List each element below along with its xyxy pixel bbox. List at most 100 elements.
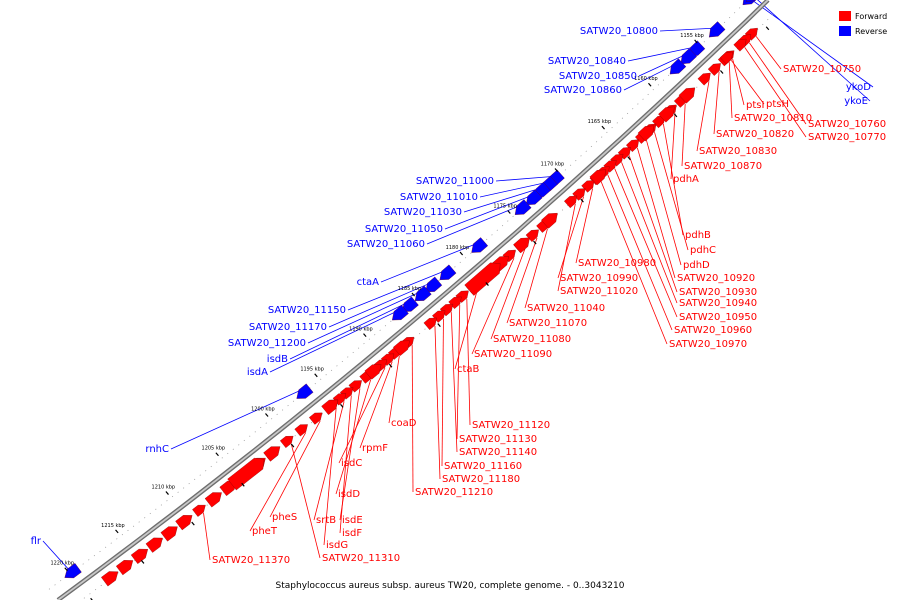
tick-label: 1180 kbp (446, 245, 470, 251)
leader-line-satw20-11180 (434, 325, 441, 480)
leader-line-satw20-11310 (290, 443, 321, 559)
gene-label-phet: pheT (252, 526, 278, 537)
gene-feature-satw20-11020 (564, 195, 578, 209)
gene-feature (160, 526, 178, 542)
leader-line-ctaa (380, 243, 476, 283)
gene-feature-rpmf (380, 353, 395, 366)
gene-label-isdg: isdG (326, 540, 348, 551)
leader-line-satw20-11050 (444, 195, 530, 230)
leader-line-satw20-10960 (607, 174, 673, 331)
gene-label-satw20-10750: SATW20_10750 (783, 64, 861, 75)
gene-label-isdd: isdD (338, 489, 360, 500)
gene-feature-rnhc (296, 383, 314, 399)
backbone-line-light (57, 0, 769, 601)
tick-mark (765, 26, 770, 31)
gene-label-satw20-11120: SATW20_11120 (472, 420, 550, 431)
gene-label-pdha: pdhA (673, 174, 699, 185)
gene-feature-satw20-10980 (581, 180, 595, 193)
gene-label-isdf: isdF (342, 528, 362, 539)
gene-label-satw20-11050: SATW20_11050 (365, 224, 443, 235)
gene-feature-satw20-10830 (697, 72, 711, 86)
tick-mark (215, 452, 219, 457)
tick-mark (601, 125, 605, 130)
gene-label-satw20-11180: SATW20_11180 (442, 474, 520, 485)
leader-line-satw20-11150 (347, 271, 444, 311)
gene-feature (263, 446, 281, 462)
gene-feature-ykoe (746, 0, 763, 2)
gene-feature-satw20-11140 (439, 303, 454, 317)
leader-line-pdhc (654, 132, 689, 251)
tick-mark (437, 323, 441, 328)
tick-mark (533, 240, 537, 245)
leader-line-srtb (313, 401, 345, 521)
leader-line-satw20-11070 (506, 237, 538, 324)
gene-label-srtb: srtB (316, 515, 336, 526)
gene-label-ykod: ykoD (846, 82, 871, 93)
gene-label-rnhc: rnhC (145, 444, 169, 455)
leader-line-satw20-10810 (728, 62, 733, 119)
leader-line-satw20-10800 (659, 27, 713, 32)
gene-label-satw20-11010: SATW20_11010 (400, 192, 478, 203)
leader-line-isdf (339, 395, 352, 534)
gene-feature (145, 537, 163, 553)
gene-label-satw20-10980: SATW20_10980 (578, 258, 656, 269)
gene-label-satw20-10920: SATW20_10920 (677, 273, 755, 284)
gene-label-satw20-10930: SATW20_10930 (679, 287, 757, 298)
gene-label-satw20-10860: SATW20_10860 (544, 85, 622, 96)
gene-label-satw20-11170: SATW20_11170 (249, 322, 327, 333)
leader-line-pdha (670, 113, 676, 180)
gene-feature-satw20-10930 (617, 147, 631, 160)
leader-line-isdd (335, 379, 372, 495)
gene-label-satw20-11140: SATW20_11140 (459, 447, 537, 458)
tick-label: 1205 kbp (202, 446, 226, 452)
gene-label-isda: isdA (247, 367, 268, 378)
gene-label-satw20-11150: SATW20_11150 (268, 305, 346, 316)
gene-label-pdhb: pdhB (685, 230, 711, 241)
gene-label-satw20-10970: SATW20_10970 (669, 339, 747, 350)
gene-label-satw20-10840: SATW20_10840 (548, 56, 626, 67)
gene-label-satw20-10950: SATW20_10950 (679, 312, 757, 323)
leader-line-satw20-11130 (456, 304, 461, 440)
gene-label-satw20-11370: SATW20_11370 (212, 555, 290, 566)
gene-labels: SATW20_10800 SATW20_10840 SATW20_10850 SATW… (31, 26, 887, 566)
gene-feature (115, 560, 134, 576)
gene-feature-ctaa (471, 237, 489, 253)
gene-label-coad: coaD (391, 418, 417, 429)
leader-line-satw20-11120 (466, 298, 471, 426)
tick-mark (140, 560, 145, 564)
gene-label-satw20-10870: SATW20_10870 (684, 161, 762, 172)
gene-label-satw20-11310: SATW20_11310 (322, 553, 400, 564)
legend-forward-label: Forward (855, 12, 887, 21)
gene-label-satw20-10800: SATW20_10800 (580, 26, 658, 37)
gene-label-ptsi: ptsI (746, 100, 764, 111)
gene-feature-satw20-10920 (626, 139, 640, 152)
gene-feature-srtb (332, 393, 347, 406)
gene-label-pdhc: pdhC (690, 245, 716, 256)
leader-line-satw20-11140 (450, 312, 458, 453)
tick-mark (191, 521, 195, 526)
gene-label-satw20-11070: SATW20_11070 (509, 318, 587, 329)
tick-mark (648, 82, 652, 87)
legend-forward-swatch (839, 11, 851, 21)
gene-feature-satw20-10770 (733, 38, 747, 52)
gene-feature-large (227, 457, 265, 491)
leader-line-satw20-10930 (628, 155, 678, 293)
leader-line-satw20-11210 (411, 345, 414, 493)
tick-mark (290, 443, 295, 448)
gene-feature-isda (392, 304, 409, 321)
tick-mark (694, 39, 698, 44)
gene-label-satw20-11060: SATW20_11060 (347, 239, 425, 250)
gene-feature-satw20-11050 (525, 189, 543, 206)
tick-mark (554, 168, 559, 172)
leader-line-phes (269, 420, 321, 518)
leader-line-coad (388, 355, 400, 424)
leader-line-satw20-11020 (557, 203, 576, 292)
gene-label-satw20-11080: SATW20_11080 (493, 334, 571, 345)
gene-feature-satw20-11070 (525, 229, 539, 242)
leader-line-satw20-10950 (614, 168, 678, 318)
gene-feature-satw20-11200 (414, 285, 432, 302)
leader-line-isde (339, 388, 361, 521)
tick-label: 1165 kbp (588, 119, 612, 125)
map-caption: Staphylococcus aureus subsp. aureus TW20… (276, 581, 625, 591)
